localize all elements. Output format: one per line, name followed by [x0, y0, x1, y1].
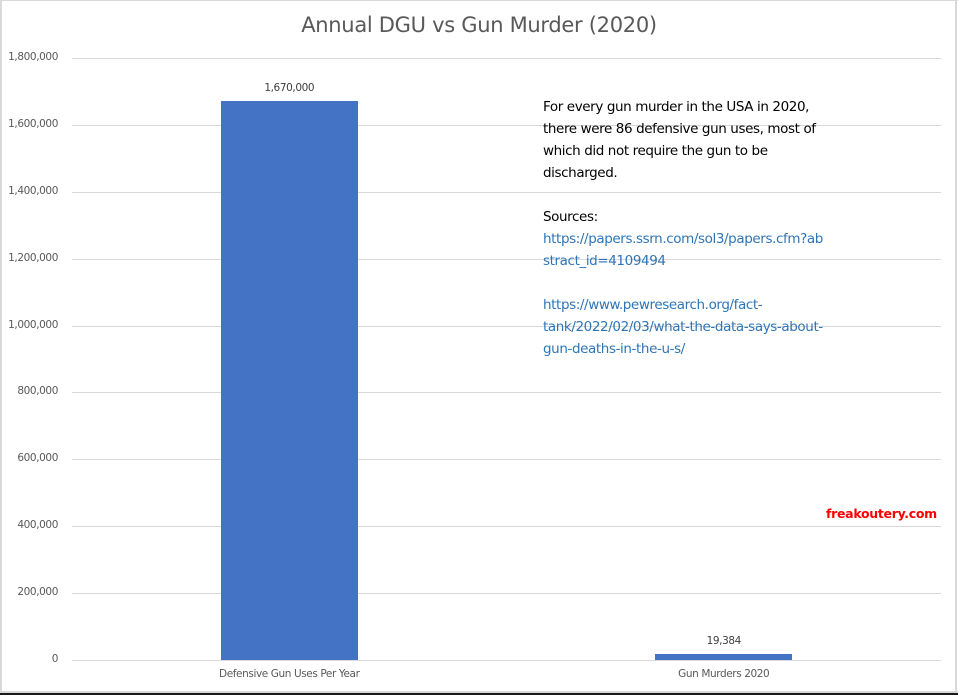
annotation-line: there were 86 defensive gun uses, most o…	[543, 121, 816, 137]
bar	[220, 101, 358, 660]
frame-border-right	[955, 0, 957, 695]
gridline	[72, 258, 941, 260]
frame-border-top	[0, 0, 958, 1]
gridline	[72, 191, 941, 193]
y-tick-label: 1,200,000	[8, 251, 58, 264]
x-tick-label: Defensive Gun Uses Per Year	[219, 668, 360, 680]
y-tick-label: 200,000	[17, 586, 58, 599]
spacer	[543, 184, 863, 206]
source-link-ssrn[interactable]: https://papers.ssrn.com/sol3/papers.cfm?…	[543, 228, 863, 272]
watermark: freakoutery.com	[826, 506, 937, 521]
y-tick-label: 1,000,000	[8, 318, 58, 331]
annotation-textbox: For every gun murder in the USA in 2020,…	[543, 96, 863, 360]
gridline	[72, 392, 941, 394]
chart-title: Annual DGU vs Gun Murder (2020)	[301, 13, 657, 37]
frame-border-bottom	[0, 691, 958, 693]
source-link-pew-line[interactable]: gun-deaths-in-the-u-s/	[543, 341, 685, 357]
gridline	[72, 526, 941, 528]
y-tick-label: 1,600,000	[8, 117, 58, 130]
gridline	[72, 459, 941, 461]
source-link-pew[interactable]: https://www.pewresearch.org/fact- tank/2…	[543, 294, 863, 360]
gridline	[72, 593, 941, 595]
x-tick-label: Gun Murders 2020	[678, 668, 770, 680]
bar	[655, 653, 793, 660]
frame-border-bottom-dark	[0, 693, 958, 695]
annotation-line: which did not require the gun to be	[543, 143, 768, 159]
y-tick-label: 800,000	[17, 385, 58, 398]
source-link-pew-line[interactable]: https://www.pewresearch.org/fact-	[543, 297, 763, 313]
spacer	[543, 272, 863, 294]
source-link-ssrn-line[interactable]: stract_id=4109494	[543, 253, 666, 269]
plot-area	[72, 58, 941, 661]
gridline	[72, 325, 941, 327]
y-tick-label: 1,800,000	[8, 51, 58, 63]
y-tick-label: 0	[51, 653, 59, 665]
gridline	[72, 124, 941, 126]
y-tick-label: 400,000	[17, 519, 58, 532]
sources-label: Sources:	[543, 209, 598, 225]
y-tick-label: 1,400,000	[8, 184, 58, 197]
annotation-line: discharged.	[543, 165, 618, 181]
annotation-line: For every gun murder in the USA in 2020,	[543, 99, 810, 115]
data-label: 19,384	[706, 634, 742, 647]
data-label: 1,670,000	[264, 82, 315, 95]
frame-border-left	[0, 0, 2, 695]
gridline	[72, 660, 941, 661]
gridline	[72, 58, 941, 59]
source-link-ssrn-line[interactable]: https://papers.ssrn.com/sol3/papers.cfm?…	[543, 231, 823, 247]
source-link-pew-line[interactable]: tank/2022/02/03/what-the-data-says-about…	[543, 319, 823, 335]
y-tick-label: 600,000	[17, 452, 58, 465]
